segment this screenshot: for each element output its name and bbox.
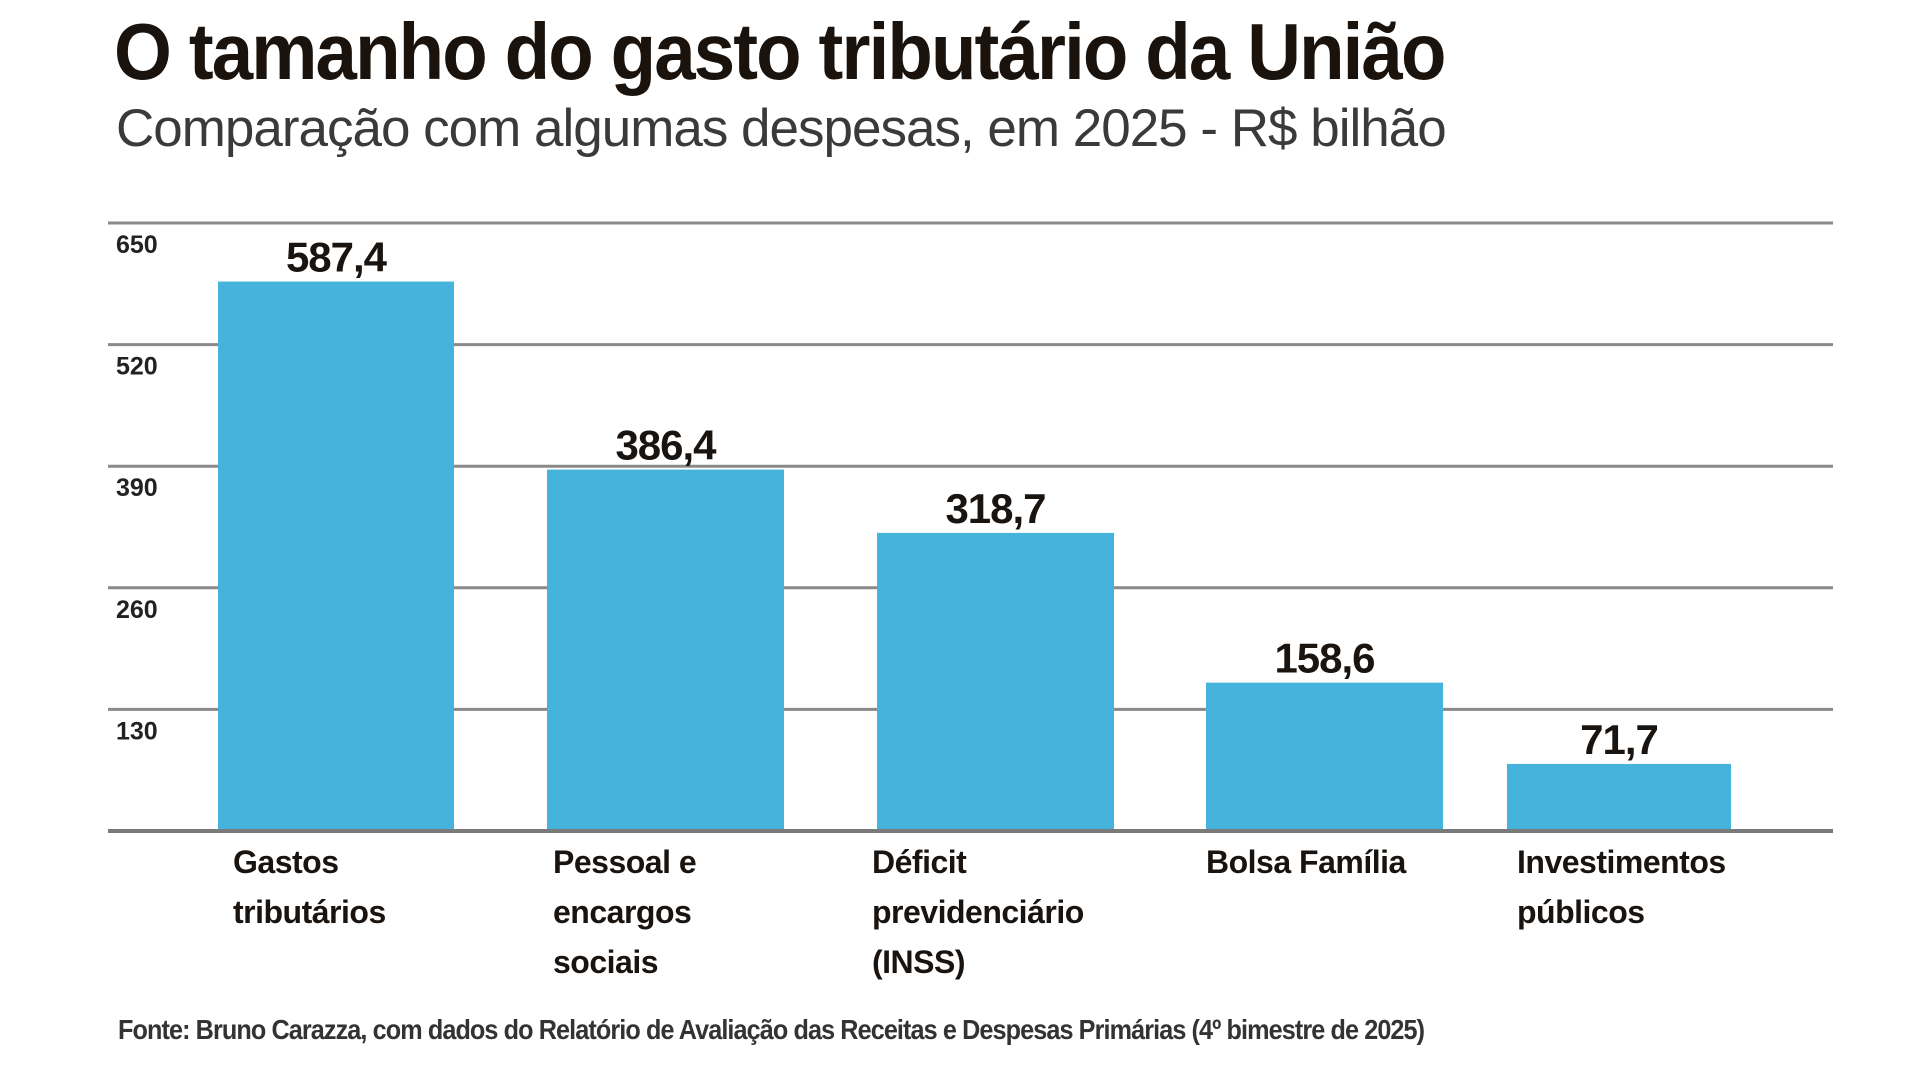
data-label: 71,7 <box>1580 716 1658 763</box>
bar <box>1206 682 1443 831</box>
data-label: 158,6 <box>1274 635 1374 682</box>
x-category-label: previdenciário <box>872 894 1084 930</box>
y-tick-label: 520 <box>116 353 158 381</box>
x-category-label: Déficit <box>872 844 967 880</box>
x-category-label: tributários <box>233 894 386 930</box>
x-category-label: Bolsa Família <box>1206 844 1407 880</box>
data-label: 386,4 <box>615 422 717 469</box>
y-tick-label: 260 <box>116 596 158 624</box>
bar <box>877 532 1114 831</box>
x-category-label: (INSS) <box>872 944 965 980</box>
y-tick-label: 130 <box>116 717 158 745</box>
data-label: 587,4 <box>286 234 388 281</box>
chart-title: O tamanho do gasto tributário da União <box>114 7 1446 96</box>
y-tick-label: 390 <box>116 474 158 502</box>
y-tick-label: 650 <box>116 231 158 259</box>
chart-subtitle: Comparação com algumas despesas, em 2025… <box>116 99 1447 158</box>
x-category-label: públicos <box>1517 894 1645 930</box>
bar <box>218 281 454 832</box>
x-category-label: Gastos <box>233 844 338 880</box>
x-category-label: Pessoal e <box>553 844 696 880</box>
bar <box>1507 763 1731 831</box>
source-note: Fonte: Bruno Carazza, com dados do Relat… <box>118 1014 1425 1045</box>
x-category-label: Investimentos <box>1517 844 1726 880</box>
x-category-label: sociais <box>553 944 658 980</box>
data-label: 318,7 <box>945 485 1045 532</box>
x-category-label: encargos <box>553 894 691 930</box>
bar <box>547 469 784 831</box>
